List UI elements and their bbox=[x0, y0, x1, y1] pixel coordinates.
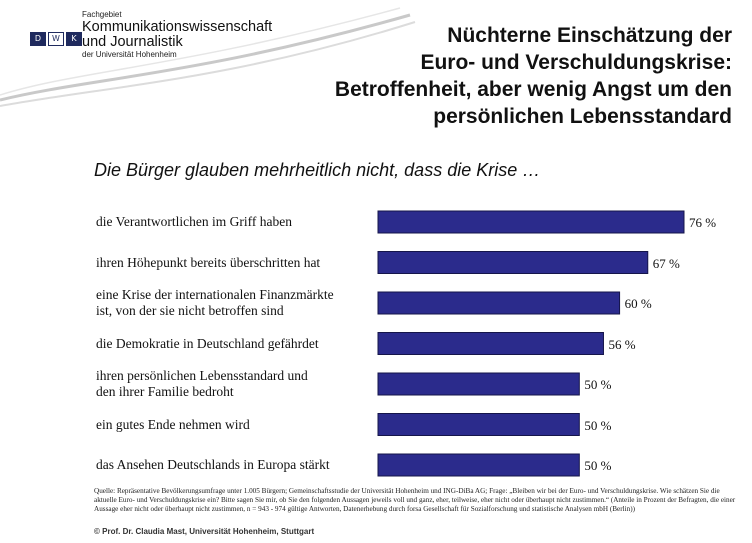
category-label-5-line-1: ihren persönlichen Lebensstandard und bbox=[96, 368, 308, 383]
logo-line-1: Fachgebiet bbox=[82, 10, 122, 19]
category-label-2-line-1: ihren Höhepunkt bereits überschritten ha… bbox=[96, 254, 321, 270]
title-line-4: persönlichen Lebensstandard bbox=[433, 105, 732, 128]
slide-title: Nüchterne Einschätzung der Euro- und Ver… bbox=[292, 22, 732, 130]
category-label-1: die Verantwortlichen im Griff haben bbox=[96, 214, 371, 230]
bar-3 bbox=[377, 291, 621, 315]
logo-mark-3: K bbox=[66, 32, 82, 46]
title-line-2: Euro- und Verschuldungskrise: bbox=[420, 51, 732, 74]
category-label-6: ein gutes Ende nehmen wird bbox=[96, 417, 371, 433]
category-label-7-line-1: das Ansehen Deutschlands in Europa stärk… bbox=[96, 457, 330, 472]
logo-line-3: und Journalistik bbox=[82, 34, 183, 50]
category-label-1-line-1: die Verantwortlichen im Griff haben bbox=[96, 214, 292, 229]
slide-subtitle: Die Bürger glauben mehrheitlich nicht, d… bbox=[94, 160, 541, 180]
value-label-2: 67 % bbox=[652, 255, 680, 271]
source-note: Quelle: Repräsentative Bevölkerungsumfra… bbox=[94, 487, 736, 513]
bar-6 bbox=[377, 413, 580, 436]
copyright-note: © Prof. Dr. Claudia Mast, Universität Ho… bbox=[94, 527, 315, 536]
category-label-3: eine Krise der internationalen Finanzmär… bbox=[96, 287, 371, 319]
category-label-3-line-1: eine Krise der internationalen Finanzmär… bbox=[96, 287, 334, 302]
value-label-7: 50 % bbox=[584, 458, 612, 473]
category-label-5-line-2: den ihrer Familie bedroht bbox=[96, 384, 234, 399]
logo-line-2: Kommunikationswissenschaft bbox=[82, 19, 273, 35]
value-label-5: 50 % bbox=[584, 377, 612, 392]
value-label-6: 50 % bbox=[584, 417, 612, 433]
category-label-4: die Demokratie in Deutschland gefährdet bbox=[96, 336, 371, 352]
value-label-4: 56 % bbox=[608, 336, 636, 352]
category-label-2: ihren Höhepunkt bereits überschritten ha… bbox=[96, 255, 371, 271]
bar-2 bbox=[377, 251, 649, 274]
category-label-4-line-1: die Demokratie in Deutschland gefährdet bbox=[96, 335, 319, 351]
bar-5 bbox=[377, 372, 580, 396]
category-label-7: das Ansehen Deutschlands in Europa stärk… bbox=[96, 457, 371, 473]
category-label-3-line-2: ist, von der sie nicht betroffen sind bbox=[96, 303, 284, 318]
logo-swoosh bbox=[0, 7, 416, 107]
value-label-1: 76 % bbox=[689, 215, 717, 230]
category-label-5: ihren persönlichen Lebensstandard und den… bbox=[96, 368, 371, 400]
logo-marks: D W K bbox=[30, 32, 82, 46]
logo-text: Fachgebiet Kommunikationswissenschaft un… bbox=[82, 10, 292, 60]
logo-mark-1: D bbox=[30, 32, 46, 46]
title-line-1: Nüchterne Einschätzung der bbox=[447, 24, 732, 47]
bar-4 bbox=[377, 332, 604, 355]
category-label-6-line-1: ein gutes Ende nehmen wird bbox=[96, 416, 250, 432]
bar-1 bbox=[377, 210, 685, 234]
bar-7 bbox=[377, 453, 580, 477]
logo-mark-2: W bbox=[48, 32, 64, 46]
title-line-3: Betroffenheit, aber wenig Angst um den bbox=[334, 78, 732, 101]
value-label-3: 60 % bbox=[624, 296, 652, 311]
logo-line-4: der Universität Hohenheim bbox=[82, 50, 177, 59]
